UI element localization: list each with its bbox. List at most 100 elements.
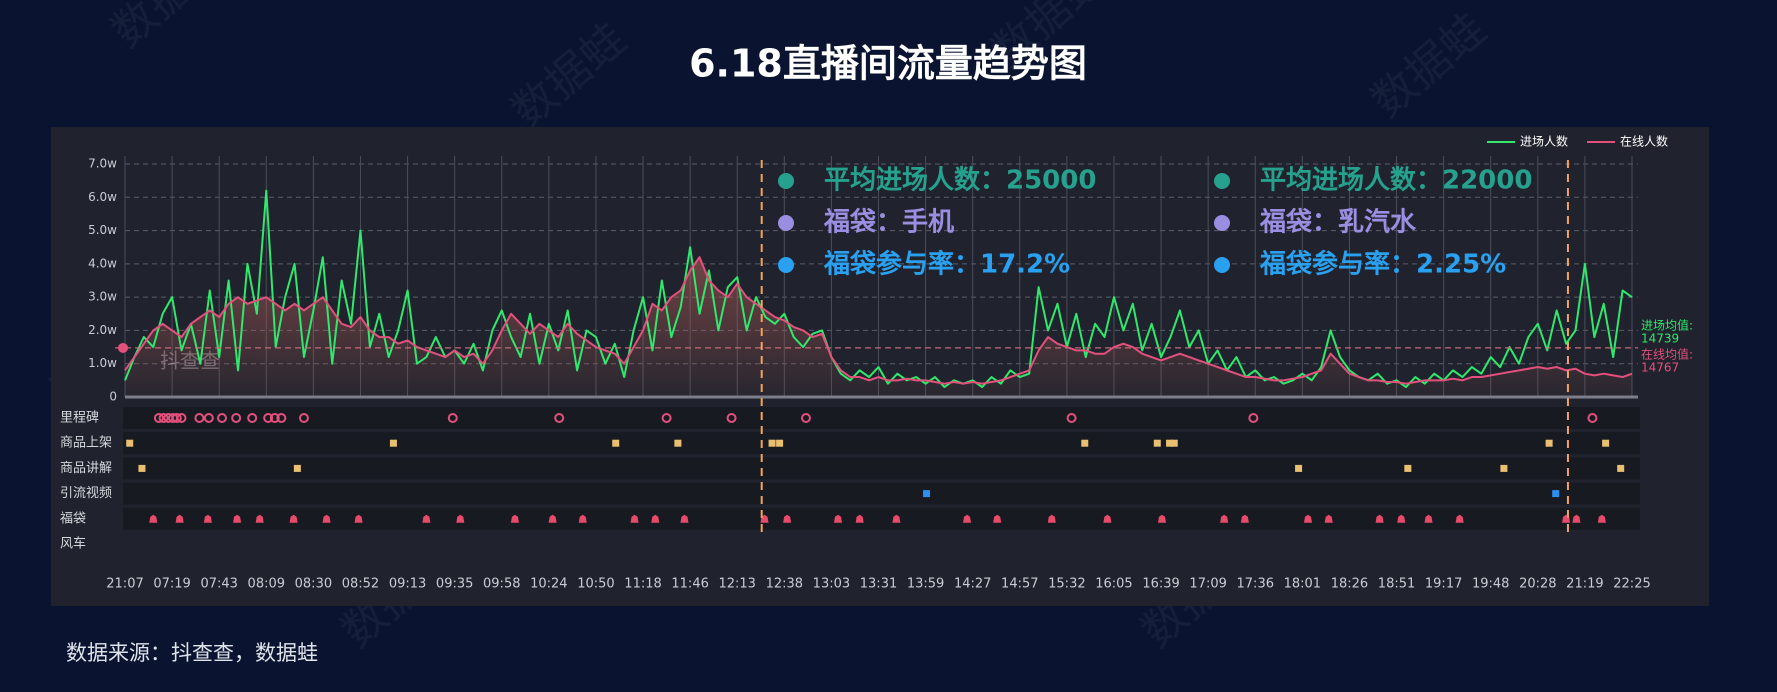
event-marker	[1153, 439, 1161, 447]
x-tick-label: 16:05	[1095, 577, 1132, 592]
event-marker	[1597, 514, 1606, 523]
event-marker	[963, 514, 972, 523]
event-marker	[680, 514, 689, 523]
event-marker	[298, 413, 309, 423]
x-tick-label: 09:35	[436, 577, 473, 592]
event-marker	[149, 514, 158, 523]
annotation-text: 平均进场人数：22000	[1260, 166, 1532, 196]
average-label: 在线均值:	[1641, 347, 1693, 362]
y-tick-label: 7.0w	[88, 157, 117, 171]
event-marker	[1166, 439, 1174, 447]
event-marker	[233, 514, 242, 523]
x-tick-label: 14:57	[1001, 577, 1038, 592]
x-tick-label: 18:26	[1331, 577, 1368, 592]
event-marker	[800, 413, 811, 423]
event-marker	[548, 514, 557, 523]
watermark: 数据蛙	[102, 0, 236, 58]
x-tick-label: 13:59	[907, 577, 944, 592]
average-start	[118, 342, 128, 353]
event-row-label: 风车	[60, 536, 86, 552]
event-marker	[354, 514, 363, 523]
x-tick-label: 09:13	[389, 577, 426, 592]
event-marker	[293, 464, 301, 472]
event-marker	[510, 514, 519, 523]
event-marker	[1455, 514, 1464, 523]
watermark: 数据蛙	[502, 14, 636, 138]
x-tick-label: 18:51	[1378, 577, 1415, 592]
event-row-band	[123, 482, 1640, 505]
x-tick-label: 07:43	[200, 577, 237, 592]
event-marker	[175, 514, 184, 523]
event-marker	[1572, 514, 1581, 523]
event-marker	[289, 514, 298, 523]
average-value: 14739	[1641, 332, 1679, 346]
event-marker	[322, 514, 331, 523]
event-marker	[263, 413, 274, 423]
average-label: 进场均值:	[1641, 318, 1693, 333]
annotation-text: 平均进场人数：25000	[824, 166, 1096, 196]
x-tick-label: 09:58	[483, 577, 520, 592]
event-marker	[892, 514, 901, 523]
y-tick-label: 4.0w	[88, 256, 117, 270]
event-row-label: 商品上架	[60, 436, 112, 451]
annotation-text: 福袋参与率：17.2%	[823, 249, 1070, 280]
event-marker	[578, 514, 587, 523]
annotation-text: 福袋参与率：2.25%	[1259, 249, 1506, 280]
event-row-label: 福袋	[60, 511, 86, 526]
x-tick-label: 19:17	[1425, 577, 1462, 592]
event-marker	[1303, 514, 1312, 523]
event-marker	[923, 490, 931, 498]
x-tick-label: 08:09	[248, 577, 285, 592]
event-marker	[194, 413, 205, 423]
event-marker	[612, 439, 620, 447]
y-tick-label: 1.0w	[88, 356, 117, 370]
x-tick-label: 08:52	[342, 577, 379, 592]
event-marker	[1047, 514, 1056, 523]
event-marker	[855, 514, 864, 523]
legend-label: 进场人数	[1520, 134, 1568, 149]
event-marker	[1240, 514, 1249, 523]
annotation-dot	[778, 215, 794, 231]
event-marker	[255, 514, 264, 523]
x-tick-label: 22:25	[1613, 577, 1650, 592]
x-tick-label: 14:27	[954, 577, 991, 592]
annotation-dot	[778, 173, 794, 189]
event-marker	[1617, 464, 1625, 472]
event-marker	[153, 413, 164, 423]
event-marker	[217, 413, 228, 423]
event-marker	[833, 514, 842, 523]
x-tick-label: 19:48	[1472, 577, 1509, 592]
event-marker	[126, 439, 134, 447]
event-marker	[276, 413, 287, 423]
x-tick-label: 16:39	[1142, 577, 1179, 592]
event-row-label: 引流视频	[60, 486, 112, 501]
event-marker	[1424, 514, 1433, 523]
event-marker	[389, 439, 397, 447]
event-row-band	[123, 407, 1640, 429]
x-tick-label: 11:18	[624, 577, 661, 592]
source-note: 数据来源：抖查查，数据蛙	[66, 641, 318, 665]
series-line	[124, 256, 1633, 385]
series-line	[124, 189, 1633, 389]
x-tick-label: 15:32	[1048, 577, 1085, 592]
event-marker	[1066, 413, 1077, 423]
x-tick-label: 17:09	[1189, 577, 1226, 592]
event-marker	[231, 413, 242, 423]
x-tick-label: 21:19	[1566, 577, 1603, 592]
x-tick-label: 12:13	[718, 577, 755, 592]
x-tick-label: 08:30	[295, 577, 332, 592]
event-marker	[203, 413, 214, 423]
x-tick-label: 13:03	[813, 577, 850, 592]
event-marker	[158, 413, 169, 423]
y-tick-label: 0	[109, 390, 117, 404]
event-marker	[554, 413, 565, 423]
event-marker	[768, 439, 776, 447]
event-row-band	[123, 457, 1640, 480]
x-tick-label: 13:31	[860, 577, 897, 592]
event-marker	[1602, 439, 1610, 447]
annotation-dot	[778, 257, 794, 273]
event-marker	[674, 439, 682, 447]
event-marker	[203, 514, 212, 523]
x-tick-label: 17:36	[1237, 577, 1274, 592]
